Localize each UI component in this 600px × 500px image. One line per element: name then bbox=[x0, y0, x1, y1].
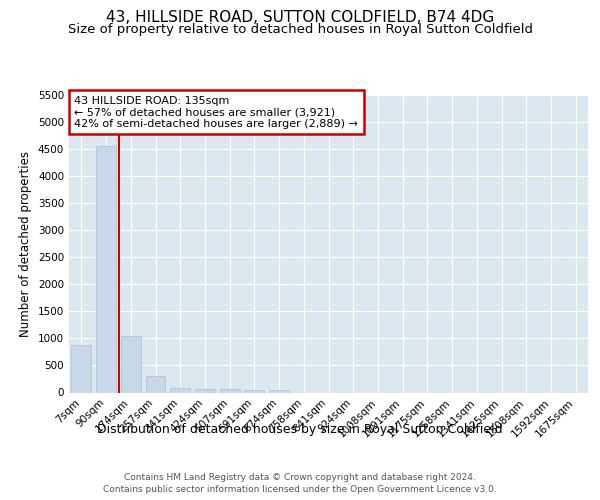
Bar bbox=[269, 390, 289, 392]
Bar bbox=[244, 390, 264, 392]
Text: 43, HILLSIDE ROAD, SUTTON COLDFIELD, B74 4DG: 43, HILLSIDE ROAD, SUTTON COLDFIELD, B74… bbox=[106, 10, 494, 25]
Bar bbox=[146, 376, 166, 392]
Text: Distribution of detached houses by size in Royal Sutton Coldfield: Distribution of detached houses by size … bbox=[97, 422, 503, 436]
Text: Contains public sector information licensed under the Open Government Licence v3: Contains public sector information licen… bbox=[103, 485, 497, 494]
Text: Contains HM Land Registry data © Crown copyright and database right 2024.: Contains HM Land Registry data © Crown c… bbox=[124, 472, 476, 482]
Bar bbox=[195, 388, 215, 392]
Bar bbox=[96, 146, 116, 392]
Bar bbox=[220, 390, 239, 392]
Bar bbox=[121, 336, 140, 392]
Bar bbox=[170, 388, 190, 392]
Text: 43 HILLSIDE ROAD: 135sqm
← 57% of detached houses are smaller (3,921)
42% of sem: 43 HILLSIDE ROAD: 135sqm ← 57% of detach… bbox=[74, 96, 358, 129]
Y-axis label: Number of detached properties: Number of detached properties bbox=[19, 151, 32, 337]
Text: Size of property relative to detached houses in Royal Sutton Coldfield: Size of property relative to detached ho… bbox=[67, 22, 533, 36]
Bar bbox=[71, 346, 91, 393]
